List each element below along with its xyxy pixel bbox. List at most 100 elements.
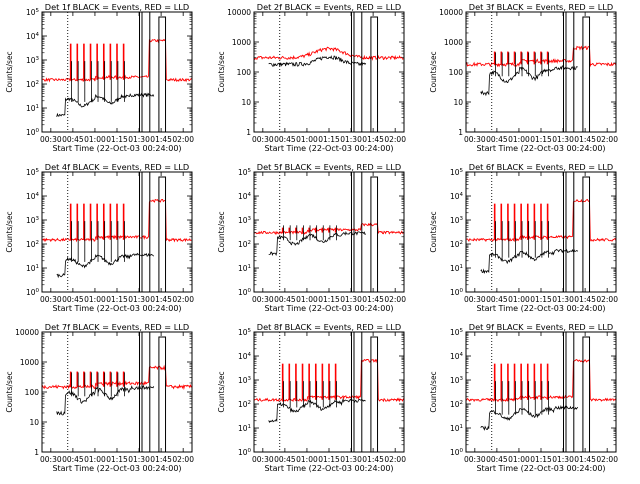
y-tick-label: 103 xyxy=(26,56,40,65)
y-tick-label: 105 xyxy=(238,168,252,177)
y-tick-label: 10 xyxy=(241,98,251,107)
y-tick-label: 102 xyxy=(26,80,39,89)
y-tick-label: 1000 xyxy=(232,38,251,47)
y-tick-label: 105 xyxy=(238,328,252,337)
y-tick-label: 10000 xyxy=(439,8,463,17)
y-tick-label: 100 xyxy=(450,288,464,297)
y-tick-label: 10000 xyxy=(227,8,251,17)
x-tick-label: 01:30 xyxy=(340,455,362,464)
x-tick-label: 01:30 xyxy=(552,295,574,304)
y-tick-label: 10000 xyxy=(15,328,39,337)
x-axis-label: Start Time (22-Oct-03 00:24:00) xyxy=(264,304,393,313)
events-series-line xyxy=(56,252,155,279)
chart-title: Det 2f BLACK = Events, RED = LLD xyxy=(257,2,401,12)
x-tick-label: 02:00 xyxy=(384,135,406,144)
x-tick-label: 01:00 xyxy=(296,295,318,304)
chart-panel-9: Det 9f BLACK = Events, RED = LLD 00:30 00:… xyxy=(429,322,618,473)
x-tick-label: 00:30 xyxy=(40,135,62,144)
chart-title: Det 8f BLACK = Events, RED = LLD xyxy=(257,322,401,332)
x-tick-label: 00:45 xyxy=(274,135,296,144)
y-axis-label: Counts/sec xyxy=(5,51,14,92)
x-tick-label: 00:45 xyxy=(62,455,84,464)
y-tick-label: 102 xyxy=(238,240,251,249)
plot-area xyxy=(42,172,192,292)
x-tick-label: 01:45 xyxy=(362,135,384,144)
x-tick-label: 01:00 xyxy=(84,455,106,464)
gate-box xyxy=(370,336,379,452)
x-axis-label: Start Time (22-Oct-03 00:24:00) xyxy=(476,464,605,473)
events-series-line xyxy=(268,55,367,67)
plot-area xyxy=(254,12,404,132)
axes-frame xyxy=(253,11,405,133)
x-tick-label: 02:00 xyxy=(172,295,194,304)
events-series-line xyxy=(480,404,579,431)
y-tick-label: 103 xyxy=(26,216,40,225)
x-tick-label: 01:15 xyxy=(106,295,128,304)
y-tick-label: 101 xyxy=(238,424,251,433)
x-tick-label: 01:00 xyxy=(84,295,106,304)
y-tick-label: 101 xyxy=(26,264,39,273)
y-tick-label: 100 xyxy=(238,448,252,457)
y-tick-label: 100 xyxy=(26,288,40,297)
x-tick-label: 00:45 xyxy=(486,455,508,464)
x-tick-label: 01:15 xyxy=(318,295,340,304)
x-tick-label: 00:45 xyxy=(62,135,84,144)
events-series-line xyxy=(56,384,155,416)
y-tick-label: 104 xyxy=(450,192,464,201)
x-tick-label: 02:00 xyxy=(172,455,194,464)
y-tick-label: 104 xyxy=(26,192,40,201)
x-tick-label: 01:00 xyxy=(296,455,318,464)
y-axis-label: Counts/sec xyxy=(429,51,438,92)
x-tick-label: 01:45 xyxy=(150,295,172,304)
x-tick-label: 01:15 xyxy=(530,135,552,144)
x-tick-label: 01:45 xyxy=(362,455,384,464)
plot-area xyxy=(254,172,404,292)
x-axis-label: Start Time (22-Oct-03 00:24:00) xyxy=(52,144,181,153)
chart-title: Det 9f BLACK = Events, RED = LLD xyxy=(469,322,613,332)
x-tick-label: 02:00 xyxy=(384,455,406,464)
x-tick-label: 01:00 xyxy=(84,135,106,144)
x-tick-label: 02:00 xyxy=(596,135,618,144)
x-axis-label: Start Time (22-Oct-03 00:24:00) xyxy=(52,464,181,473)
x-tick-label: 00:30 xyxy=(464,135,486,144)
y-axis-label: Counts/sec xyxy=(429,371,438,412)
chart-panel-1: Det 1f BLACK = Events, RED = LLD 00:30 00:… xyxy=(5,2,194,153)
y-tick-label: 1000 xyxy=(20,358,39,367)
chart-title: Det 3f BLACK = Events, RED = LLD xyxy=(469,2,613,12)
x-tick-label: 00:30 xyxy=(40,455,62,464)
y-tick-label: 105 xyxy=(450,168,464,177)
x-tick-label: 01:30 xyxy=(340,135,362,144)
plot-area xyxy=(466,172,616,292)
lld-series-line xyxy=(254,46,404,61)
chart-panel-3: Det 3f BLACK = Events, RED = LLD 00:30 00:… xyxy=(429,2,618,153)
plot-area xyxy=(466,12,616,132)
x-tick-label: 01:00 xyxy=(296,135,318,144)
x-tick-label: 00:30 xyxy=(252,135,274,144)
y-tick-label: 102 xyxy=(238,400,251,409)
x-tick-label: 00:45 xyxy=(274,455,296,464)
x-tick-label: 01:30 xyxy=(128,135,150,144)
x-tick-label: 00:45 xyxy=(274,295,296,304)
y-axis-label: Counts/sec xyxy=(217,371,226,412)
x-tick-label: 01:30 xyxy=(128,295,150,304)
plot-area xyxy=(466,332,616,452)
y-tick-label: 105 xyxy=(450,328,464,337)
x-tick-label: 01:45 xyxy=(574,295,596,304)
y-tick-label: 102 xyxy=(450,240,463,249)
y-tick-label: 102 xyxy=(26,240,39,249)
y-tick-label: 104 xyxy=(26,32,40,41)
y-tick-label: 101 xyxy=(450,424,463,433)
x-tick-label: 01:00 xyxy=(508,135,530,144)
events-series-line xyxy=(268,397,366,424)
x-tick-label: 01:45 xyxy=(150,135,172,144)
x-tick-label: 02:00 xyxy=(172,135,194,144)
y-axis-label: Counts/sec xyxy=(217,51,226,92)
axes-frame xyxy=(41,331,193,453)
chart-panel-6: Det 6f BLACK = Events, RED = LLD 00:30 00:… xyxy=(429,162,618,313)
x-tick-label: 01:45 xyxy=(362,295,384,304)
x-tick-label: 01:15 xyxy=(530,455,552,464)
y-tick-label: 103 xyxy=(450,376,464,385)
chart-panel-5: Det 5f BLACK = Events, RED = LLD 00:30 00:… xyxy=(217,162,406,313)
y-tick-label: 105 xyxy=(26,168,40,177)
